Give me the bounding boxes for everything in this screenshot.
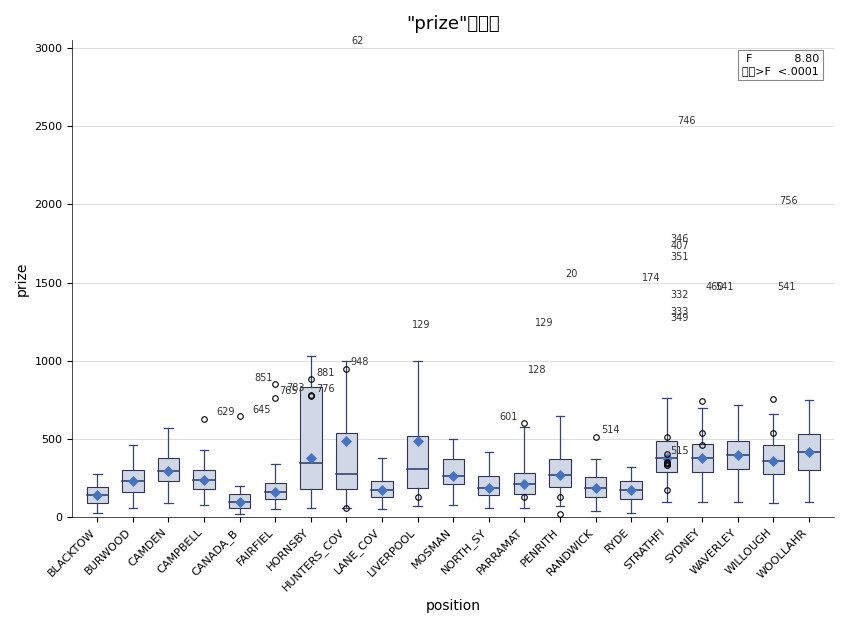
Bar [692,444,713,472]
Bar [514,473,535,494]
Text: 349: 349 [671,313,689,323]
Bar [407,436,428,487]
Text: 776: 776 [316,384,335,394]
Text: 407: 407 [671,241,689,251]
Bar [265,483,286,499]
Text: 541: 541 [715,282,734,292]
Text: 515: 515 [671,447,689,457]
Text: 129: 129 [413,320,430,330]
Text: 514: 514 [601,425,620,435]
Bar [798,435,820,470]
Text: 174: 174 [642,273,661,283]
Text: 20: 20 [565,269,577,279]
Bar [194,470,215,489]
Bar [656,441,678,472]
Bar [728,441,749,469]
X-axis label: position: position [425,599,481,613]
Bar [229,494,250,508]
Bar [371,480,393,497]
Text: 881: 881 [316,368,335,378]
Text: 629: 629 [216,408,235,418]
Bar [301,387,322,489]
Text: 128: 128 [528,365,547,375]
Text: 332: 332 [671,290,689,300]
Bar [87,487,108,503]
Bar [335,433,357,489]
Text: 460: 460 [706,282,724,292]
Title: "prize"的分布: "prize"的分布 [407,15,500,33]
Text: 765: 765 [278,386,297,396]
Bar [621,481,642,499]
Text: 783: 783 [286,383,305,393]
Bar [478,476,499,495]
Text: 851: 851 [254,372,273,382]
Bar [442,460,464,484]
Text: 601: 601 [499,412,518,422]
Bar [762,445,784,474]
Text: 129: 129 [535,318,554,328]
Bar [549,460,571,487]
Text: 541: 541 [777,282,796,292]
Text: 333: 333 [671,307,689,317]
Text: 351: 351 [671,252,689,263]
Text: 346: 346 [671,234,689,244]
Text: 746: 746 [678,116,696,126]
Text: 645: 645 [252,405,271,415]
Bar [585,477,606,497]
Text: 756: 756 [779,196,797,206]
Text: 62: 62 [351,36,364,46]
Bar [122,470,143,492]
Y-axis label: prize: prize [15,261,29,296]
Text: F            8.80
概率>F  <.0001: F 8.80 概率>F <.0001 [742,55,818,76]
Bar [158,458,179,481]
Text: 948: 948 [350,357,368,367]
